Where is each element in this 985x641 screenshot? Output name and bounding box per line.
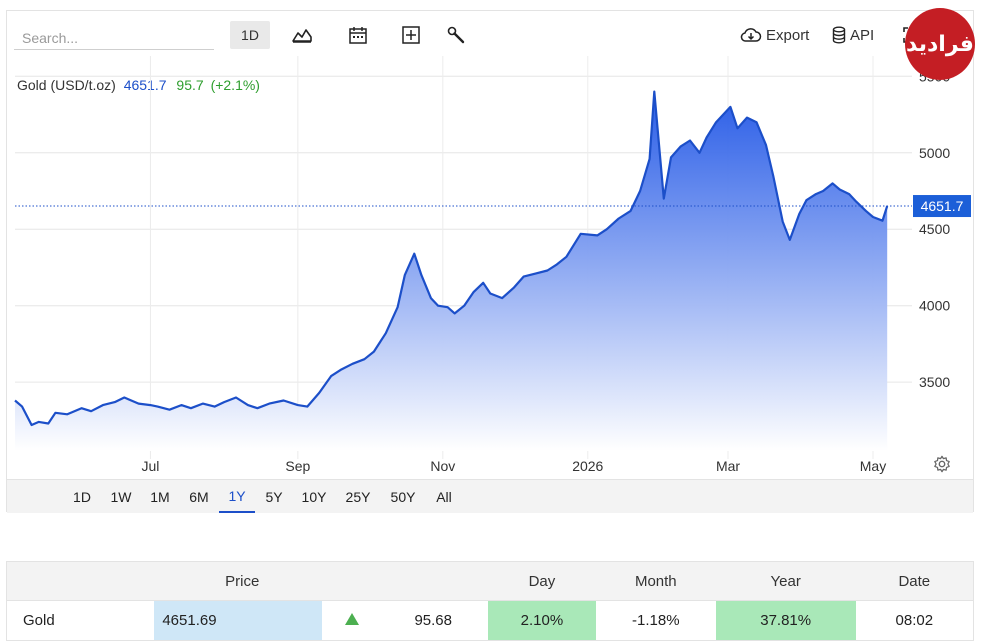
download-cloud-icon [740, 28, 762, 42]
export-button[interactable]: Export [740, 21, 812, 49]
price-chart[interactable]: 35004000450050005500JulSepNov2026MarMay4… [7, 11, 973, 479]
series-change: 95.7 [176, 77, 204, 93]
range-1w-button[interactable]: 1W [110, 488, 132, 505]
compare-button[interactable] [396, 21, 426, 49]
api-button[interactable]: API [832, 21, 882, 49]
x-tick-label: Jul [142, 458, 160, 474]
up-arrow-icon [345, 613, 360, 625]
api-label: API [850, 26, 875, 44]
interval-1d-button[interactable]: 1D [230, 21, 270, 49]
wrench-icon [447, 26, 465, 44]
range-5y-button[interactable]: 5Y [265, 488, 283, 505]
gold-price-line [14, 90, 889, 427]
range-1m-button[interactable]: 1M [150, 488, 170, 505]
row-direction [322, 601, 382, 641]
chart-settings-gear-icon[interactable] [933, 455, 951, 473]
series-info: Gold (USD/t.oz) 4651.7 95.7 (+2.1%) [17, 77, 260, 93]
x-tick-label: Nov [430, 458, 455, 474]
x-tick-label: May [860, 458, 886, 474]
settings-tools-button[interactable] [441, 21, 471, 49]
header-year: Year [715, 561, 856, 601]
row-day-pct: 2.10% [488, 600, 596, 641]
y-tick-label: 3500 [919, 374, 950, 390]
range-50y-button[interactable]: 50Y [390, 488, 416, 505]
x-tick-label: Mar [716, 458, 740, 474]
chart-panel: 1D [6, 10, 974, 513]
y-tick-label: 4000 [919, 298, 950, 314]
last-value-label: 4651.7 [921, 198, 964, 214]
row-change: 95.68 [414, 612, 452, 629]
header-arrow [322, 561, 383, 601]
header-name [6, 561, 155, 601]
header-change [382, 561, 488, 601]
range-1d-button[interactable]: 1D [73, 488, 91, 505]
add-compare-icon [402, 26, 420, 44]
chart-toolbar: 1D [7, 11, 973, 55]
logo-text: فرادید [906, 31, 974, 57]
range-1y-button[interactable]: 1Y [219, 480, 255, 513]
series-name: Gold (USD/t.oz) [17, 77, 116, 93]
range-6m-button[interactable]: 6M [189, 488, 209, 505]
row-name-link[interactable]: Gold [23, 612, 55, 629]
table-header-row: Price Day Month Year Date [6, 561, 974, 601]
y-tick-label: 4500 [919, 221, 950, 237]
range-25y-button[interactable]: 25Y [345, 488, 371, 505]
gold-area-fill [15, 91, 888, 451]
range-10y-button[interactable]: 10Y [301, 488, 327, 505]
database-icon [832, 26, 846, 44]
last-value-tag [913, 195, 971, 218]
header-month: Month [595, 561, 716, 601]
table-row[interactable]: Gold 4651.69 95.68 2.10% -1.18% 37.81% 0… [7, 600, 974, 641]
x-tick-label: 2026 [572, 458, 603, 474]
row-year-pct: 37.81% [715, 600, 856, 641]
chart-area-icon [292, 29, 312, 43]
range-all-button[interactable]: All [436, 488, 452, 505]
series-last-value: 4651.7 [123, 77, 167, 93]
row-price: 4651.69 [154, 600, 323, 641]
calendar-icon [349, 27, 367, 44]
header-price: Price [154, 561, 323, 601]
header-day: Day [488, 561, 596, 601]
row-month-pct: -1.18% [632, 612, 680, 629]
chart-type-button[interactable] [287, 21, 317, 49]
row-date: 08:02 [895, 612, 934, 629]
search-input[interactable] [14, 26, 214, 50]
y-tick-label: 5000 [919, 145, 950, 161]
export-label: Export [766, 26, 810, 44]
range-selector: 1D 1W 1M 6M 1Y 5Y 10Y 25Y 50Y All [7, 479, 973, 513]
header-date: Date [855, 561, 974, 601]
quote-table: Price Day Month Year Date Gold 4651.69 9… [6, 561, 974, 641]
date-range-button[interactable] [343, 21, 373, 49]
site-logo: فرادید [905, 8, 975, 80]
series-change-pct: (+2.1%) [210, 77, 260, 93]
x-tick-label: Sep [285, 458, 310, 474]
